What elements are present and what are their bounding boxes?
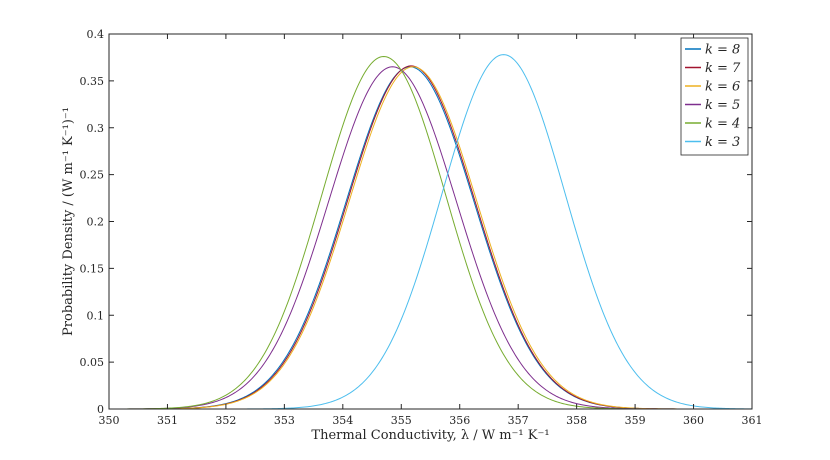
y-tick-label: 0.2 bbox=[87, 216, 105, 229]
y-axis-ticks: 0 0.05 0.1 0.15 0.2 0.25 0.3 0.35 0.4 bbox=[80, 28, 752, 416]
plot-area bbox=[109, 34, 752, 409]
legend-label: k = 7 bbox=[705, 61, 741, 76]
y-tick-label: 0.35 bbox=[80, 75, 105, 88]
x-tick-label: 350 bbox=[99, 414, 120, 427]
x-tick-label: 355 bbox=[391, 414, 412, 427]
x-tick-label: 357 bbox=[508, 414, 529, 427]
x-tick-label: 351 bbox=[157, 414, 178, 427]
x-tick-label: 358 bbox=[566, 414, 587, 427]
x-axis-ticks: 350 351 352 353 354 355 356 357 358 359 360 361 bbox=[99, 34, 763, 427]
legend-label: k = 4 bbox=[705, 117, 740, 132]
x-tick-label: 354 bbox=[332, 414, 353, 427]
legend: k = 8 k = 7 k = 6 k = 5 k = 4 k = 3 bbox=[680, 37, 749, 156]
x-tick-label: 353 bbox=[274, 414, 295, 427]
x-axis-label: Thermal Conductivity, λ / W m⁻¹ K⁻¹ bbox=[311, 428, 549, 443]
y-tick-label: 0.25 bbox=[80, 169, 105, 182]
legend-label: k = 3 bbox=[705, 135, 740, 150]
x-tick-label: 359 bbox=[625, 414, 646, 427]
y-tick-label: 0.15 bbox=[80, 262, 105, 275]
y-tick-label: 0.4 bbox=[87, 28, 105, 41]
x-tick-label: 361 bbox=[742, 414, 763, 427]
y-axis-label: Probability Density / (W m⁻¹ K⁻¹)⁻¹ bbox=[61, 107, 76, 336]
y-tick-label: 0 bbox=[97, 403, 104, 416]
x-tick-label: 352 bbox=[215, 414, 236, 427]
y-tick-label: 0.1 bbox=[87, 309, 105, 322]
y-tick-label: 0.05 bbox=[80, 356, 105, 369]
legend-label: k = 8 bbox=[705, 43, 740, 58]
legend-box bbox=[680, 37, 749, 156]
x-tick-label: 356 bbox=[449, 414, 470, 427]
legend-label: k = 5 bbox=[705, 98, 740, 113]
legend-label: k = 6 bbox=[705, 80, 740, 95]
y-tick-label: 0.3 bbox=[87, 122, 105, 135]
x-tick-label: 360 bbox=[683, 414, 704, 427]
